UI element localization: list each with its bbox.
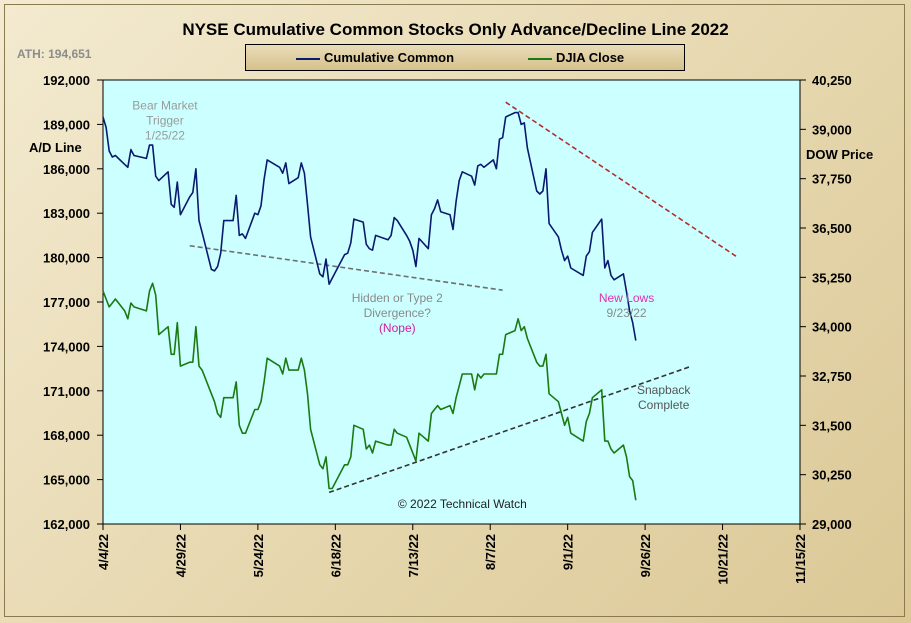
annotation-text: Snapback [637, 383, 691, 397]
y-right-tick-label: 35,250 [812, 270, 852, 285]
y-right-tick-label: 29,000 [812, 517, 852, 532]
annotation-text: © 2022 Technical Watch [398, 497, 527, 511]
x-tick-label: 4/4/22 [96, 534, 111, 570]
y-left-tick-label: 180,000 [43, 251, 90, 266]
annotation-text: Divergence? [364, 306, 432, 320]
y-left-tick-label: 192,000 [43, 73, 90, 88]
annotation-text: Complete [638, 398, 690, 412]
x-tick-label: 10/21/22 [716, 534, 731, 585]
plot-area [102, 79, 801, 525]
x-tick-label: 9/1/22 [561, 534, 576, 570]
frame-border [4, 4, 905, 617]
x-tick-label: 11/15/22 [793, 534, 808, 584]
series-line-djia-close [102, 282, 637, 501]
x-tick-label: 5/24/22 [251, 534, 266, 577]
annotation-text: (Nope) [379, 321, 416, 335]
legend-label-cumulative-common: Cumulative Common [324, 50, 455, 65]
legend: Cumulative Common DJIA Close [245, 44, 685, 71]
y-right-tick-label: 32,750 [812, 369, 852, 384]
ath-label: ATH: 194,651 [17, 47, 92, 61]
y-axis-left-title: A/D Line [29, 140, 82, 155]
legend-swatch-cumulative-common [296, 57, 320, 60]
y-left-tick-label: 171,000 [43, 384, 90, 399]
annotation-text: Trigger [146, 114, 184, 128]
y-left-tick-label: 183,000 [43, 206, 90, 221]
annotation-text: 1/25/22 [145, 129, 185, 143]
series-line-cumulative-common [102, 111, 637, 341]
y-right-tick-label: 36,500 [812, 221, 852, 236]
annotation-text: New Lows [599, 291, 654, 305]
trendline [505, 101, 739, 259]
y-left-tick-label: 174,000 [43, 339, 90, 354]
y-left-tick-label: 189,000 [43, 117, 90, 132]
x-tick-label: 6/18/22 [328, 534, 343, 577]
y-left-tick-label: 177,000 [43, 295, 90, 310]
legend-swatch-djia-close [528, 57, 552, 60]
x-tick-label: 7/13/22 [406, 534, 421, 577]
x-tick-label: 8/7/22 [483, 534, 498, 570]
y-right-tick-label: 31,500 [812, 418, 852, 433]
y-left-tick-label: 162,000 [43, 517, 90, 532]
y-left-tick-label: 165,000 [43, 473, 90, 488]
legend-item-djia-close: DJIA Close [528, 50, 624, 65]
y-right-tick-label: 30,250 [812, 468, 852, 483]
legend-label-djia-close: DJIA Close [556, 50, 625, 65]
x-tick-label: 9/26/22 [638, 534, 653, 577]
y-axis-right-title: DOW Price [806, 147, 874, 162]
y-right-tick-label: 39,000 [812, 122, 852, 137]
legend-item-cumulative-common: Cumulative Common [296, 50, 454, 65]
y-left-tick-label: 186,000 [43, 162, 90, 177]
x-tick-label: 4/29/22 [173, 534, 188, 577]
y-right-tick-label: 40,250 [812, 73, 852, 88]
y-left-tick-label: 168,000 [43, 428, 90, 443]
annotation-text: Hidden or Type 2 [352, 291, 443, 305]
chart-title: NYSE Cumulative Common Stocks Only Advan… [182, 20, 729, 39]
trendline [189, 244, 503, 291]
annotation-text: 9/23/22 [607, 306, 647, 320]
annotation-text: Bear Market [132, 99, 198, 113]
y-right-tick-label: 34,000 [812, 320, 852, 335]
y-right-tick-label: 37,750 [812, 172, 852, 187]
